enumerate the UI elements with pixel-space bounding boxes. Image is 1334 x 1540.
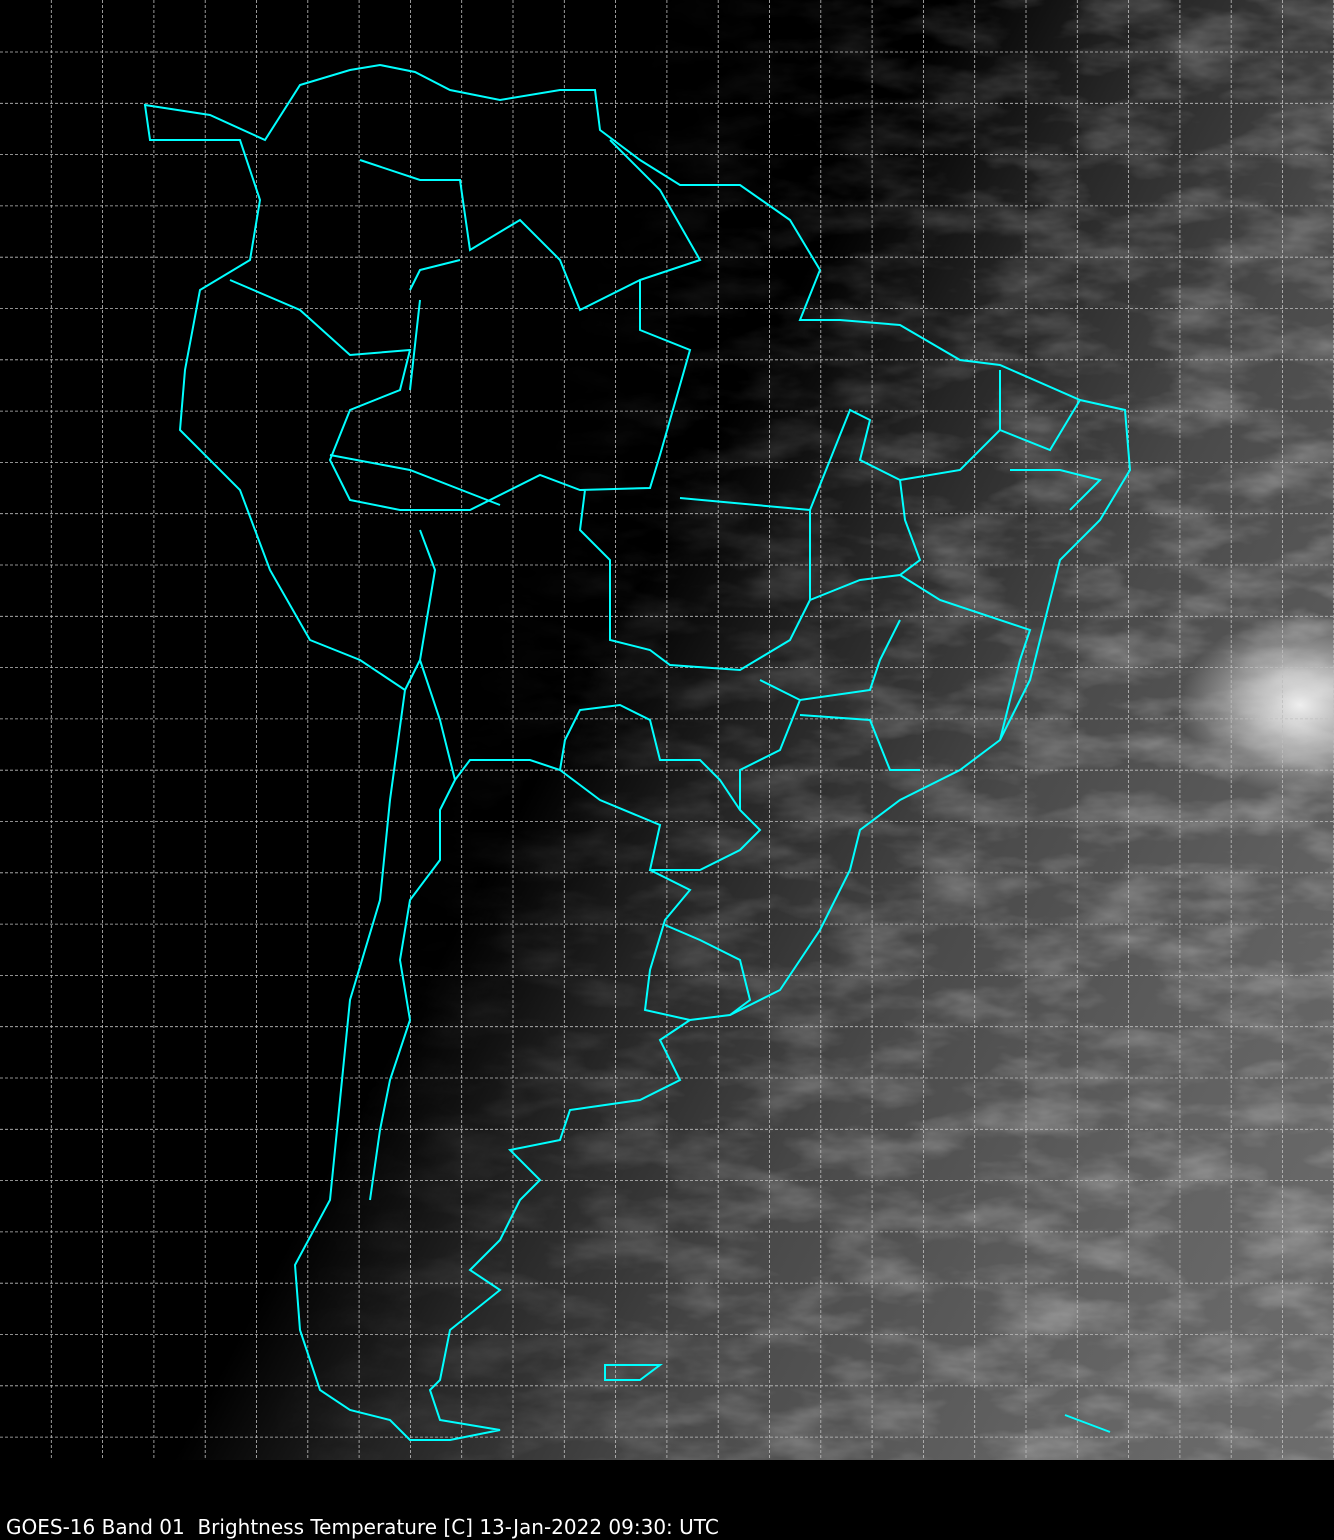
image-caption: GOES-16 Band 01 Brightness Temperature [… <box>6 1515 719 1539</box>
south-georgia <box>1064 1414 1111 1433</box>
coastline <box>143 63 1132 1441</box>
satellite-image <box>0 0 1334 1460</box>
falkland-islands <box>604 1364 663 1381</box>
country-borders <box>143 63 1132 1441</box>
internal-borders <box>229 139 1102 1201</box>
map-overlay <box>0 0 1334 1460</box>
lat-lon-grid <box>0 0 1334 1460</box>
